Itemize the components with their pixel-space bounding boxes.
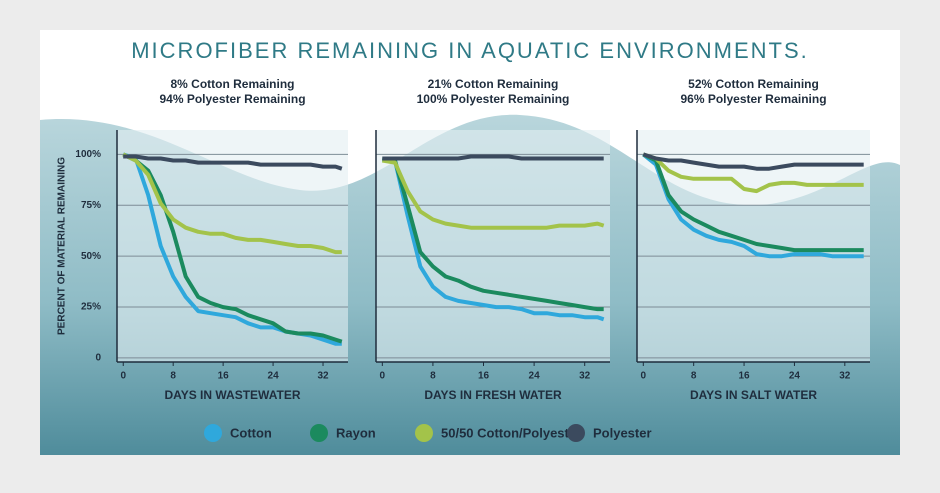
legend-swatch: [310, 424, 328, 442]
x-tick-label: 8: [691, 371, 697, 382]
x-tick-label: 32: [839, 371, 851, 382]
series-line: [642, 152, 864, 194]
legend-swatch: [204, 424, 222, 442]
subtitle: 52% Cotton Remaining: [688, 77, 819, 91]
title: MICROFIBER REMAINING IN AQUATIC ENVIRONM…: [131, 38, 809, 63]
legend-swatch: [567, 424, 585, 442]
y-axis-label: PERCENT OF MATERIAL REMAINING: [57, 157, 68, 335]
x-tick-label: 24: [789, 371, 801, 382]
series-line: [382, 154, 604, 161]
series-line: [642, 152, 864, 253]
x-tick-label: 32: [579, 371, 591, 382]
subtitle: 8% Cotton Remaining: [170, 77, 294, 91]
x-axis-label: DAYS IN FRESH WATER: [424, 388, 562, 402]
legend-label: Polyester: [593, 425, 652, 440]
x-tick-label: 8: [430, 371, 436, 382]
legend-label: Rayon: [336, 425, 376, 440]
x-tick-label: 8: [170, 371, 176, 382]
legend-label: 50/50 Cotton/Polyester: [441, 425, 581, 440]
x-tick-label: 16: [738, 371, 750, 382]
x-tick-label: 0: [641, 371, 647, 382]
subtitle: 100% Polyester Remaining: [417, 92, 570, 106]
series-line: [642, 152, 864, 259]
x-tick-label: 32: [317, 371, 329, 382]
y-tick-label: 50%: [81, 251, 101, 262]
series-line: [382, 158, 605, 322]
series-line: [122, 152, 342, 255]
series-line: [122, 152, 343, 344]
y-tick-label: 25%: [81, 302, 101, 313]
x-tick-label: 0: [120, 371, 126, 382]
y-tick-label: 75%: [81, 200, 101, 211]
series-line: [381, 156, 604, 312]
x-tick-label: 16: [218, 371, 230, 382]
series-line: [123, 154, 343, 171]
plot-area: [376, 130, 610, 362]
legend-swatch: [415, 424, 433, 442]
y-tick-label: 100%: [75, 149, 101, 160]
x-tick-label: 16: [478, 371, 490, 382]
x-tick-label: 24: [529, 371, 541, 382]
legend-label: Cotton: [230, 425, 272, 440]
x-tick-label: 24: [268, 371, 280, 382]
subtitle: 96% Polyester Remaining: [680, 92, 826, 106]
y-tick-label: 0: [95, 353, 101, 364]
x-tick-label: 0: [380, 371, 386, 382]
series-line: [642, 152, 864, 171]
subtitle: 21% Cotton Remaining: [428, 77, 559, 91]
series-line: [381, 158, 605, 230]
x-axis-label: DAYS IN SALT WATER: [690, 388, 817, 402]
subtitle: 94% Polyester Remaining: [159, 92, 305, 106]
x-axis-label: DAYS IN WASTEWATER: [164, 388, 300, 402]
